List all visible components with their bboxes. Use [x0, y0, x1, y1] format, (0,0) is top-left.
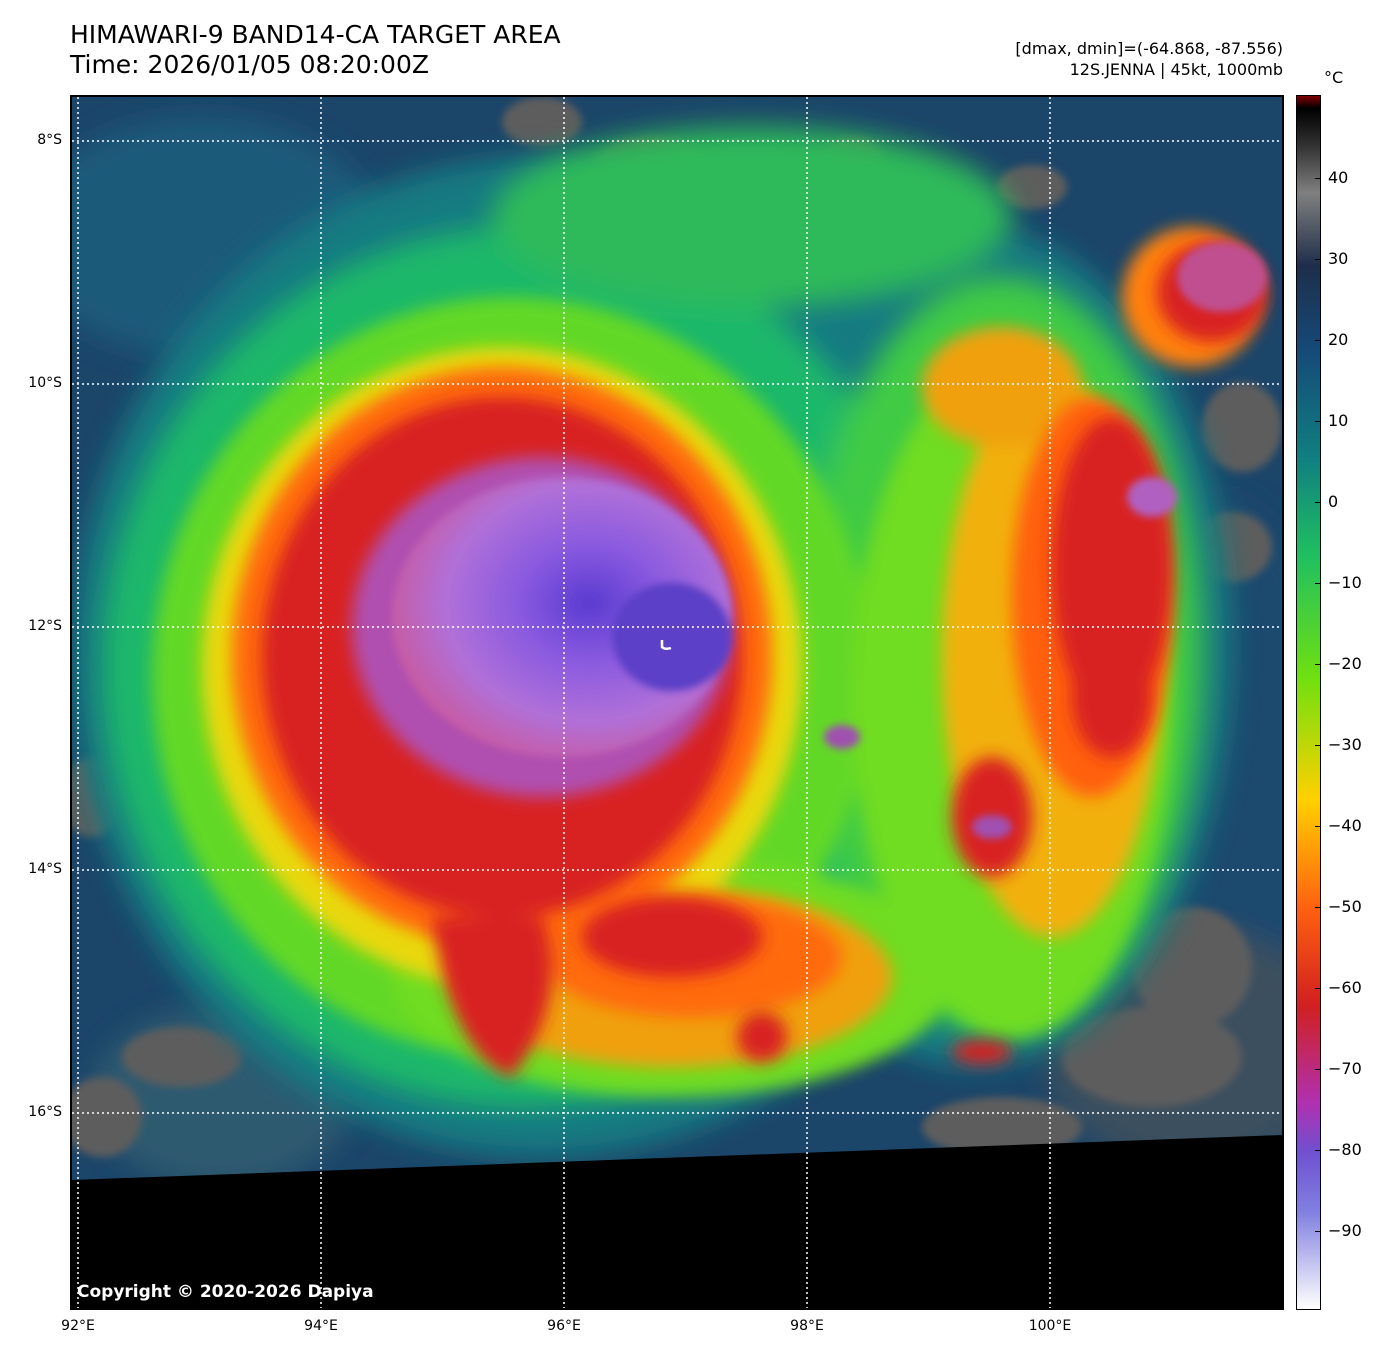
colorbar-tickmark — [1315, 502, 1321, 503]
colorbar-tick-label: 10 — [1328, 411, 1349, 430]
figure-title: HIMAWARI-9 BAND14-CA TARGET AREA — [70, 20, 561, 49]
colorbar-tick-label: 0 — [1328, 492, 1339, 511]
lat-label-14s: 14°S — [28, 861, 62, 877]
colorbar-tickmark — [1315, 907, 1321, 908]
colorbar-tickmark — [1315, 988, 1321, 989]
lat-label-8s: 8°S — [37, 132, 62, 148]
lon-label-96e: 96°E — [547, 1318, 581, 1334]
lon-label-94e: 94°E — [304, 1318, 338, 1334]
storm-center-icon — [660, 640, 672, 651]
colorbar-unit: °C — [1324, 68, 1344, 87]
colorbar-tickmark — [1315, 421, 1321, 422]
colorbar-tick-label: −80 — [1328, 1140, 1362, 1159]
colorbar-tick-label: −50 — [1328, 897, 1362, 916]
storm-info-block: [dmax, dmin]=(-64.868, -87.556) 12S.JENN… — [1015, 38, 1283, 80]
lat-label-16s: 16°S — [28, 1104, 62, 1120]
colorbar-tick-label: 30 — [1328, 249, 1349, 268]
lat-label-10s: 10°S — [28, 375, 62, 391]
colorbar-tickmark — [1315, 826, 1321, 827]
colorbar-tickmark — [1315, 1231, 1321, 1232]
colorbar-tickmark — [1315, 583, 1321, 584]
colorbar-tickmark — [1315, 1069, 1321, 1070]
colorbar-tickmark — [1315, 340, 1321, 341]
colorbar-tick-label: 20 — [1328, 330, 1349, 349]
colorbar-tick-label: −70 — [1328, 1059, 1362, 1078]
lon-label-100e: 100°E — [1028, 1318, 1072, 1334]
satellite-imagery — [72, 97, 1282, 1308]
figure-time: Time: 2026/01/05 08:20:00Z — [70, 50, 429, 79]
lon-label-98e: 98°E — [790, 1318, 824, 1334]
colorbar-tick-label: −40 — [1328, 816, 1362, 835]
satellite-map[interactable]: Copyright © 2020-2026 Dapiya — [70, 95, 1284, 1310]
colorbar — [1296, 95, 1321, 1310]
range-text: [dmax, dmin]=(-64.868, -87.556) — [1015, 39, 1283, 58]
figure-title-block: HIMAWARI-9 BAND14-CA TARGET AREA Time: 2… — [70, 20, 561, 80]
colorbar-tickmark — [1315, 745, 1321, 746]
colorbar-tick-label: −20 — [1328, 654, 1362, 673]
lat-label-12s: 12°S — [28, 618, 62, 634]
colorbar-tick-label: −30 — [1328, 735, 1362, 754]
colorbar-tick-label: −60 — [1328, 978, 1362, 997]
colorbar-tickmark — [1315, 259, 1321, 260]
colorbar-tick-label: 40 — [1328, 168, 1349, 187]
storm-text: 12S.JENNA | 45kt, 1000mb — [1069, 60, 1283, 79]
colorbar-tickmark — [1315, 178, 1321, 179]
colorbar-tick-label: −10 — [1328, 573, 1362, 592]
copyright-text: Copyright © 2020-2026 Dapiya — [77, 1282, 374, 1302]
colorbar-tickmark — [1315, 664, 1321, 665]
colorbar-tick-label: −90 — [1328, 1221, 1362, 1240]
lon-label-92e: 92°E — [61, 1318, 95, 1334]
colorbar-tickmark — [1315, 1150, 1321, 1151]
